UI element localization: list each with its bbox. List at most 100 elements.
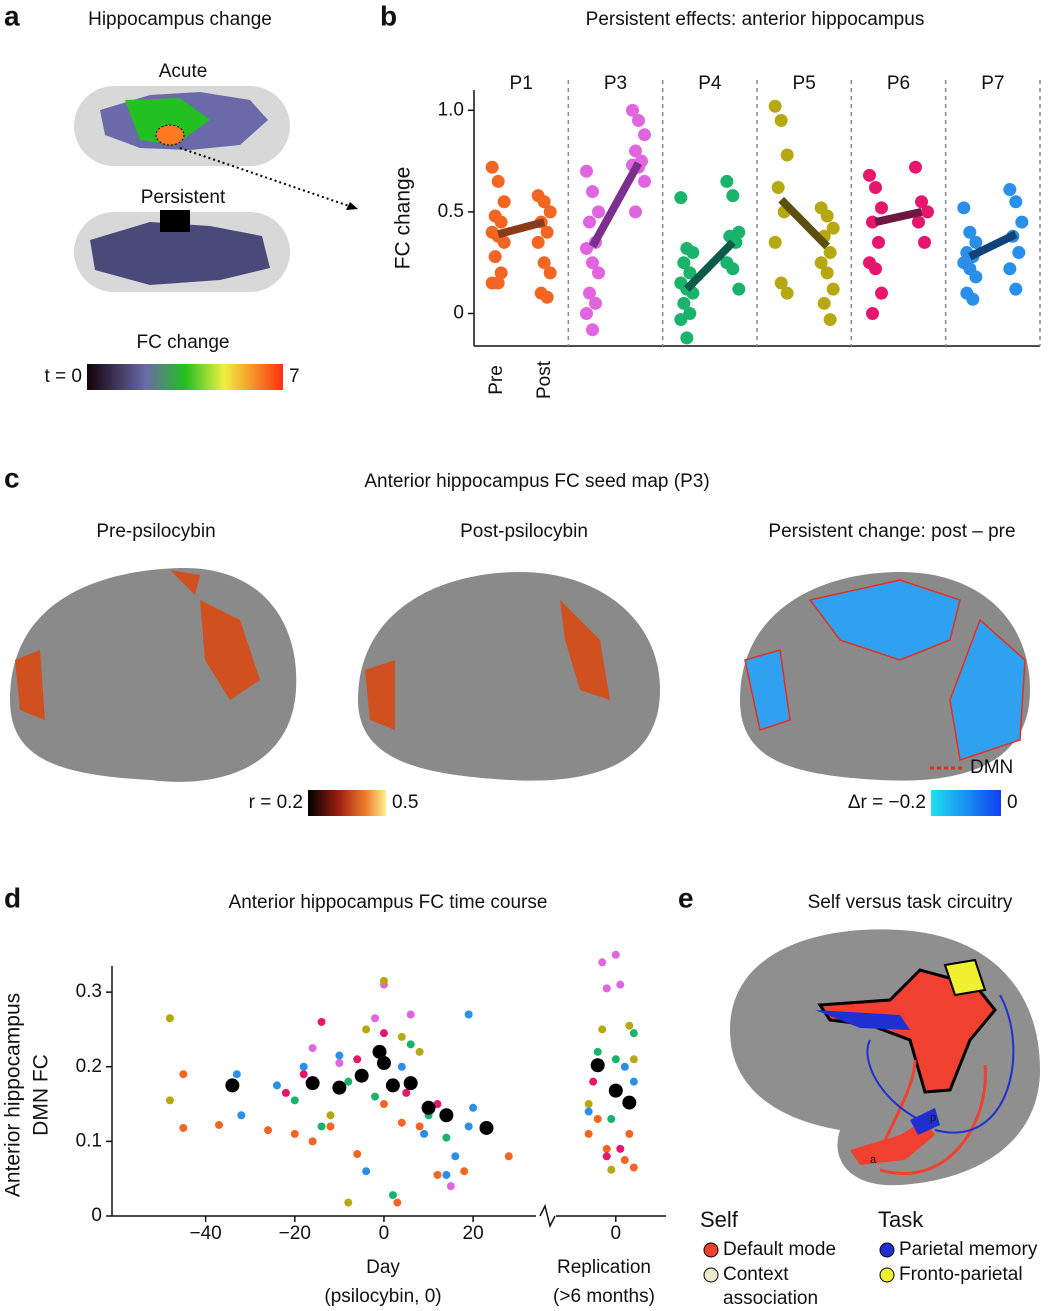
arrow [179, 147, 356, 209]
data-dot [869, 181, 882, 195]
data-dot [379, 1029, 388, 1038]
x-tick-label: −40 [190, 1223, 222, 1244]
data-dot [602, 1152, 611, 1161]
legend-heading: Self [700, 1207, 739, 1232]
y-axis-label: DMN FC [30, 1054, 53, 1136]
data-dot [593, 1047, 602, 1056]
region-label: a [870, 1154, 877, 1166]
data-dot [237, 1111, 246, 1120]
image-label: Persistent change: post – pre [768, 521, 1015, 542]
data-dot [826, 221, 840, 235]
colorbar [87, 364, 283, 390]
hippocampus-region [910, 1108, 940, 1135]
data-dot [620, 1062, 629, 1071]
data-dot [586, 323, 599, 337]
mean-dot [376, 1056, 391, 1071]
mean-line [778, 196, 831, 250]
data-dot [397, 1118, 406, 1127]
data-dot [686, 246, 700, 260]
legend-label: DMN [970, 757, 1013, 778]
data-dot [264, 1126, 273, 1135]
data-dot [611, 950, 620, 959]
data-dot [957, 201, 971, 215]
data-dot [433, 1170, 442, 1179]
panel-c: Anterior hippocampus FC seed map (P3) Pr… [10, 471, 1030, 816]
data-dot [969, 235, 983, 249]
data-dot [774, 276, 788, 290]
x-tick-label: 0 [610, 1223, 621, 1244]
x-axis-label: (>6 months) [553, 1286, 655, 1307]
mean-line [874, 207, 923, 226]
data-dot [1015, 215, 1029, 229]
data-dot [625, 1129, 634, 1138]
data-dot [406, 1040, 415, 1049]
panel-label: a [4, 0, 20, 31]
data-dot [371, 1092, 380, 1101]
data-dot [353, 1150, 362, 1159]
data-dot [326, 1122, 335, 1131]
data-dot [446, 1182, 455, 1191]
data-dot [918, 235, 931, 249]
data-dot [823, 313, 837, 327]
hippocampus-region [850, 1120, 935, 1165]
data-dot [611, 1055, 620, 1064]
data-dot [485, 160, 499, 174]
data-dot [768, 99, 782, 113]
group-label: P3 [604, 73, 627, 94]
colorbar [308, 790, 386, 816]
group-label: P5 [793, 73, 816, 94]
panel-e: Self versus task circuitry a p Self Task… [700, 892, 1040, 1309]
data-dot [584, 1100, 593, 1109]
y-axis-label: Anterior hippocampus [2, 993, 25, 1197]
data-dot [397, 1032, 406, 1041]
y-tick-label: 0.1 [76, 1130, 102, 1151]
colorbar-label: 0.5 [392, 792, 418, 813]
map-patch [90, 222, 270, 285]
data-dot [406, 1010, 415, 1019]
data-dot [344, 1077, 353, 1086]
data-dot [393, 1198, 402, 1207]
panel-label: c [4, 462, 20, 493]
group-label: P7 [981, 73, 1004, 94]
data-dot [491, 276, 505, 290]
roi [155, 124, 185, 146]
data-dot [371, 1014, 380, 1023]
data-dot [638, 174, 651, 188]
data-dot [963, 225, 977, 239]
y-axis-label: FC change [392, 167, 415, 270]
data-dot [290, 1096, 299, 1105]
data-dot [629, 1163, 638, 1172]
data-dot [632, 113, 645, 127]
data-dot [780, 148, 794, 162]
data-dot [909, 160, 922, 174]
data-dot [580, 241, 593, 255]
data-dot [912, 215, 925, 229]
data-dot [677, 296, 691, 310]
data-dot [592, 266, 605, 280]
data-dot [543, 266, 557, 280]
data-dot [726, 262, 740, 276]
parietal-memory-region [815, 1010, 910, 1030]
data-dot [1009, 282, 1023, 296]
data-dot [607, 1165, 616, 1174]
data-dot [326, 1111, 335, 1120]
data-dot [397, 1062, 406, 1071]
data-dot [625, 1021, 634, 1030]
legend-swatch [879, 1242, 895, 1258]
y-tick-label: 0.2 [76, 1056, 102, 1077]
data-dot [491, 174, 505, 188]
data-dot [362, 1167, 371, 1176]
data-dot [504, 1152, 513, 1161]
axis-break [539, 1203, 556, 1229]
x-axis-label: (psilocybin, 0) [324, 1286, 441, 1307]
mean-dot [403, 1076, 418, 1091]
mean-dot [608, 1083, 623, 1098]
data-dot [442, 1170, 451, 1179]
mean-line [683, 239, 736, 292]
data-dot [494, 215, 508, 229]
data-dot [589, 296, 602, 310]
brain-activation [365, 600, 610, 730]
data-dot [215, 1120, 223, 1129]
data-dot [442, 1133, 451, 1142]
data-dot [580, 164, 593, 178]
